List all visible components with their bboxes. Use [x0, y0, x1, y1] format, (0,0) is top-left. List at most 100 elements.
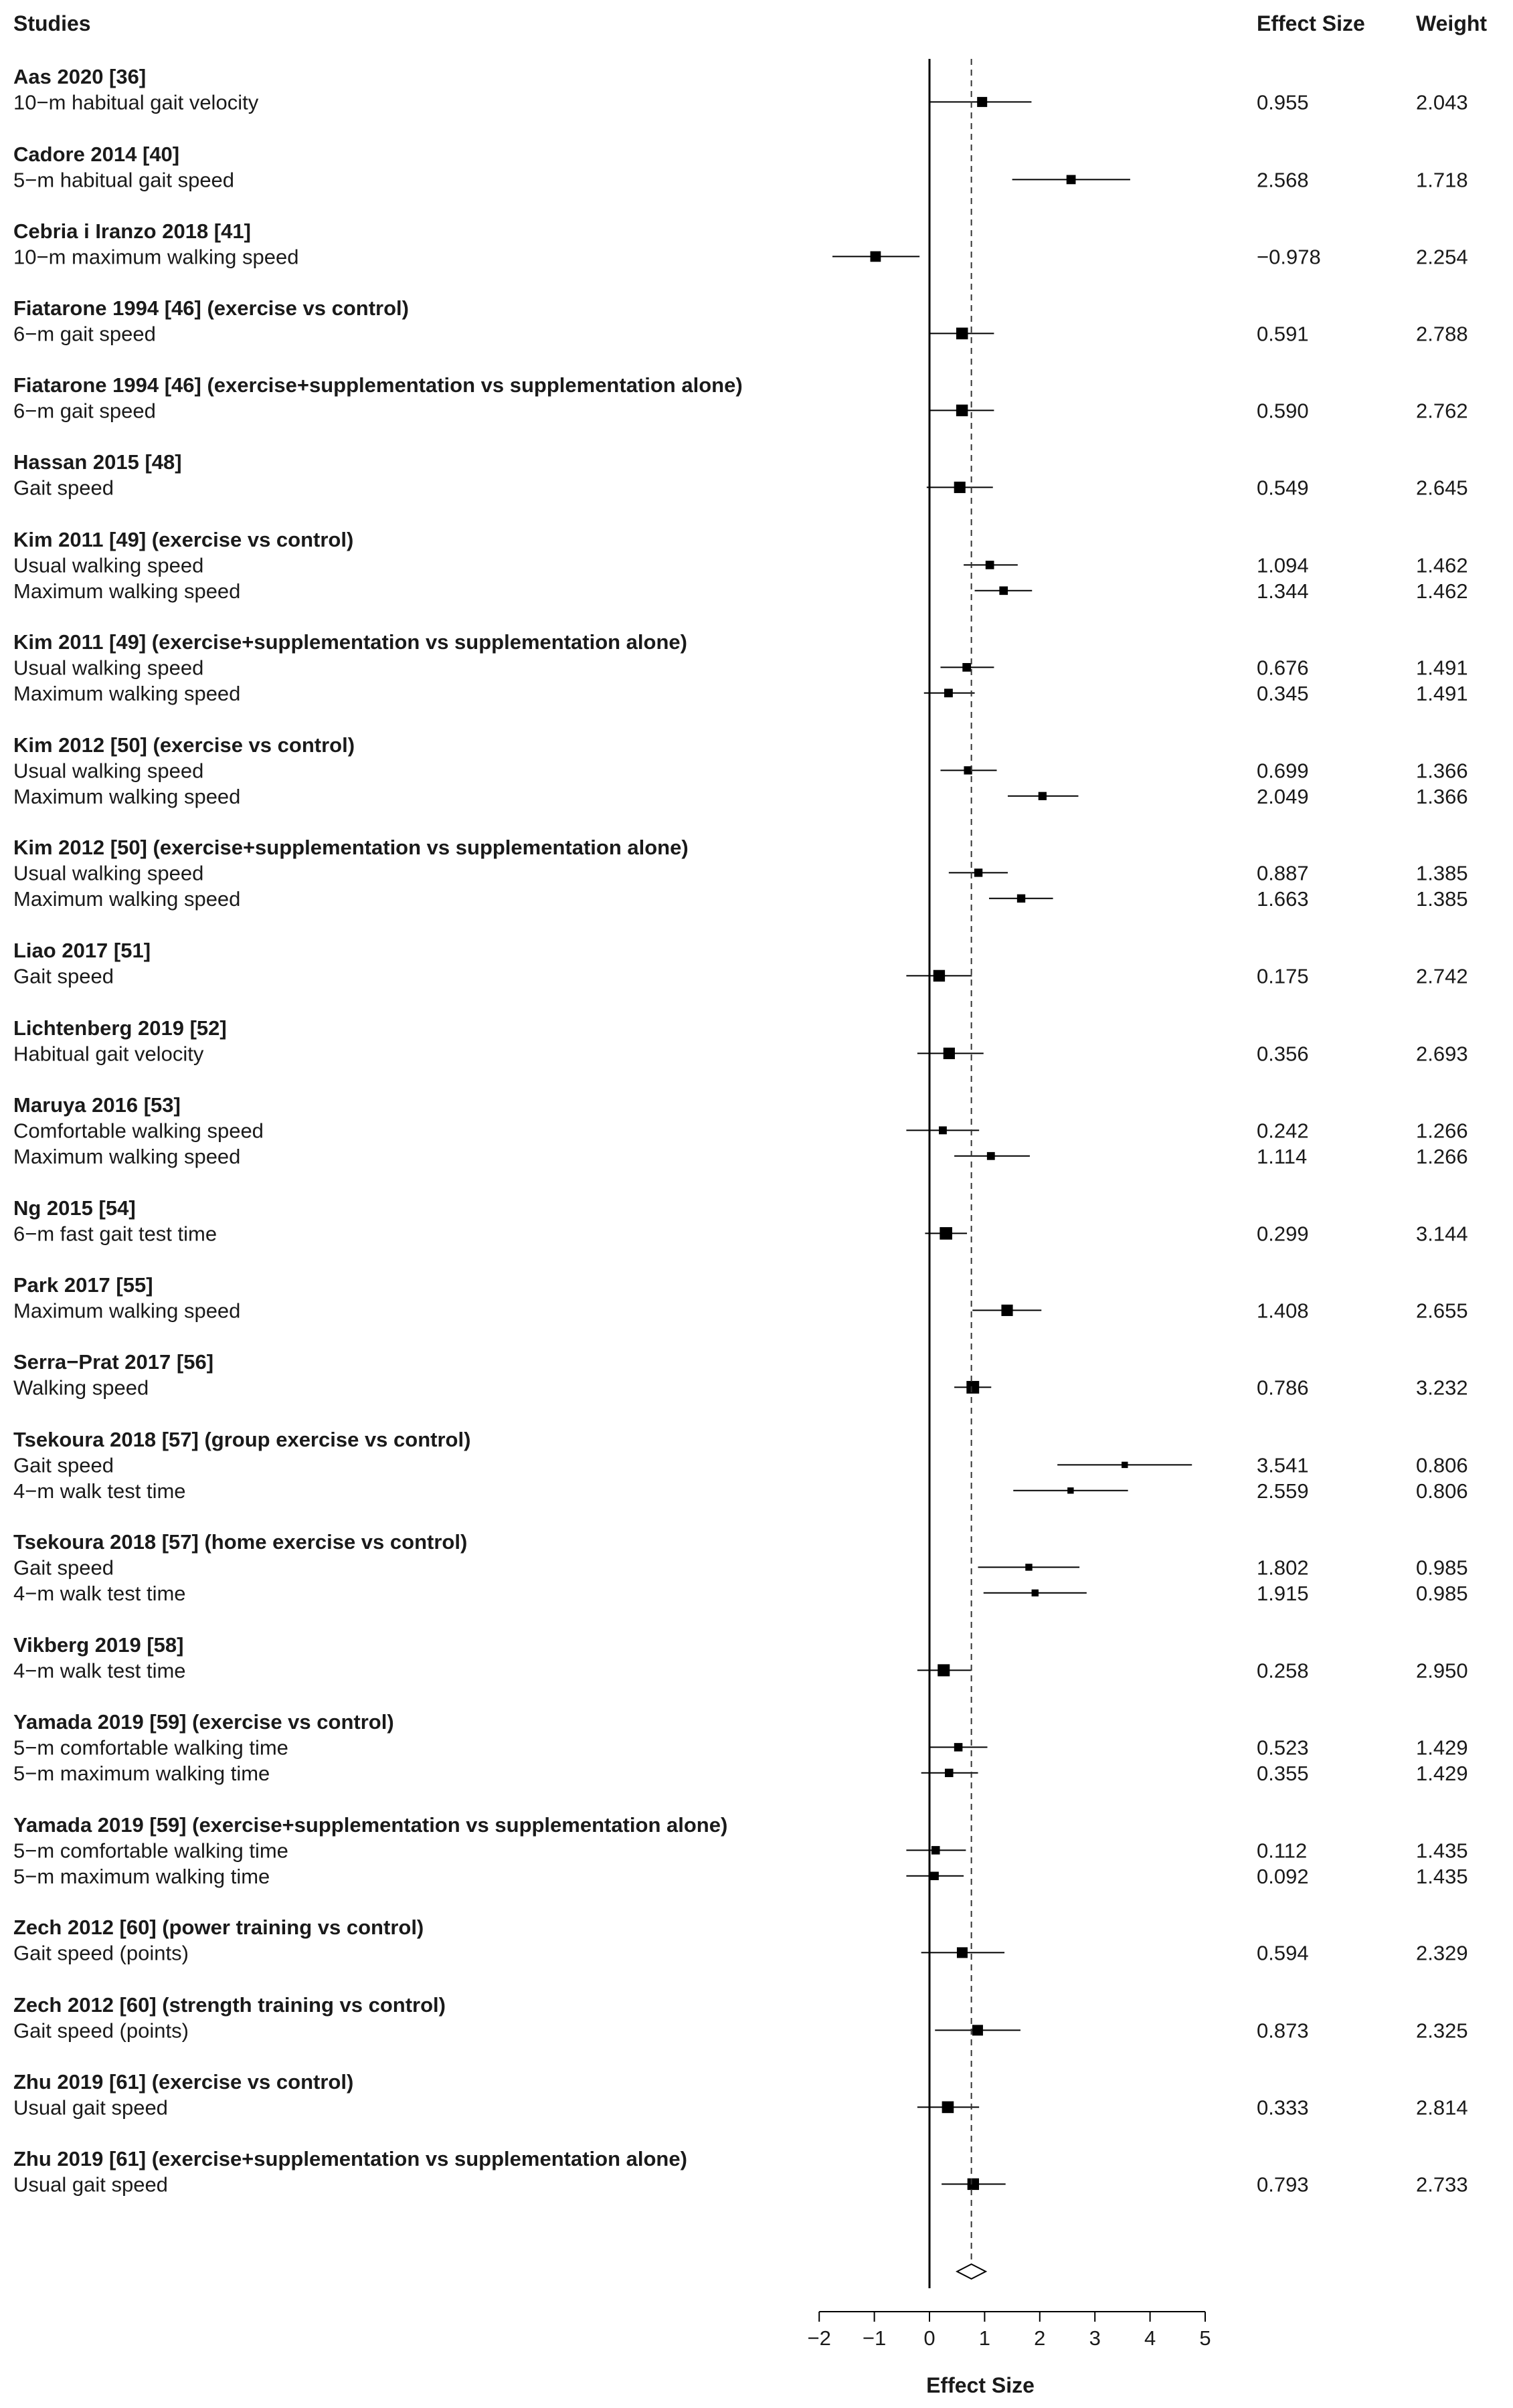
effect-marker [986, 1151, 995, 1160]
effect-size-value: 2.568 [1257, 168, 1309, 191]
effect-size-value: 1.344 [1257, 579, 1309, 603]
x-tick-label: 4 [1144, 2326, 1156, 2350]
outcome-label: Usual walking speed [13, 861, 203, 885]
effect-size-value: 1.094 [1257, 553, 1309, 577]
weight-value: 2.814 [1416, 2096, 1468, 2119]
x-tick-label: −2 [808, 2326, 831, 2350]
weight-value: 1.366 [1416, 785, 1468, 808]
outcome-label: 5−m comfortable walking time [13, 1839, 288, 1862]
effect-marker [938, 1664, 950, 1677]
effect-size-value: 0.355 [1257, 1762, 1309, 1785]
outcome-label: Gait speed (points) [13, 1941, 189, 1964]
outcome-label: 10−m habitual gait velocity [13, 90, 259, 114]
outcome-label: Usual walking speed [13, 553, 203, 577]
outcome-label: 5−m maximum walking time [13, 1865, 270, 1888]
weight-value: 1.491 [1416, 682, 1468, 705]
outcome-label: 10−m maximum walking speed [13, 245, 298, 268]
outcome-label: Maximum walking speed [13, 887, 240, 911]
x-axis: −2 −1 0 1 2 3 4 5 [808, 2311, 1211, 2350]
x-tick-label: 2 [1034, 2326, 1045, 2350]
outcome-label: 6−m gait speed [13, 399, 156, 422]
outcome-label: Usual walking speed [13, 656, 203, 679]
weight-value: 2.329 [1416, 1941, 1468, 1964]
effect-size-value: 2.049 [1257, 785, 1309, 808]
effect-marker [1066, 175, 1076, 185]
effect-size-value: 0.955 [1257, 90, 1309, 114]
header-studies: Studies [13, 11, 91, 35]
effect-marker [1038, 792, 1047, 800]
effect-marker [954, 1743, 963, 1752]
outcome-label: Maximum walking speed [13, 785, 240, 808]
x-tick-label: −1 [863, 2326, 886, 2350]
weight-value: 2.325 [1416, 2019, 1468, 2042]
effect-size-value: 1.663 [1257, 887, 1309, 911]
weight-value: 2.788 [1416, 322, 1468, 345]
weight-value: 1.462 [1416, 553, 1468, 577]
weight-value: 0.985 [1416, 1556, 1468, 1579]
study-label: Kim 2012 [50] (exercise vs control) [13, 733, 355, 757]
study-label: Aas 2020 [36] [13, 65, 146, 88]
effect-marker [939, 1126, 947, 1135]
effect-marker [942, 2101, 954, 2114]
effect-size-value: 0.242 [1257, 1119, 1309, 1142]
study-label: Zhu 2019 [61] (exercise vs control) [13, 2070, 353, 2094]
study-label: Lichtenberg 2019 [52] [13, 1016, 227, 1040]
weight-value: 1.385 [1416, 887, 1468, 911]
weight-value: 2.645 [1416, 476, 1468, 499]
weight-value: 1.429 [1416, 1736, 1468, 1759]
effect-marker [1025, 1564, 1033, 1571]
effect-size-value: 0.676 [1257, 656, 1309, 679]
x-tick-label: 1 [979, 2326, 990, 2350]
study-label: Yamada 2019 [59] (exercise vs control) [13, 1710, 394, 1734]
study-label: Kim 2011 [49] (exercise+supplementation … [13, 630, 687, 654]
outcome-label: Maximum walking speed [13, 1145, 240, 1168]
effect-marker [954, 481, 966, 493]
outcome-label: 6−m gait speed [13, 322, 156, 345]
outcome-label: Gait speed (points) [13, 2019, 189, 2042]
effect-size-value: 0.092 [1257, 1865, 1309, 1888]
weight-value: 0.806 [1416, 1453, 1468, 1477]
weight-value: 0.985 [1416, 1582, 1468, 1605]
study-label: Tsekoura 2018 [57] (group exercise vs co… [13, 1428, 470, 1451]
study-label: Vikberg 2019 [58] [13, 1633, 183, 1657]
outcome-label: 4−m walk test time [13, 1479, 186, 1503]
weight-value: 1.435 [1416, 1865, 1468, 1888]
weight-value: 2.655 [1416, 1299, 1468, 1322]
study-label: Fiatarone 1994 [46] (exercise+supplement… [13, 373, 743, 397]
effect-size-value: 0.549 [1257, 476, 1309, 499]
outcome-label: Gait speed [13, 1453, 114, 1477]
outcome-label: Usual walking speed [13, 759, 203, 782]
outcome-label: Maximum walking speed [13, 579, 240, 603]
study-label: Ng 2015 [54] [13, 1196, 136, 1220]
effect-size-value: 0.873 [1257, 2019, 1309, 2042]
weight-value: 2.254 [1416, 245, 1468, 268]
weight-value: 2.043 [1416, 90, 1468, 114]
weight-value: 1.435 [1416, 1839, 1468, 1862]
effect-size-value: 0.175 [1257, 964, 1309, 988]
effect-marker [940, 1227, 952, 1240]
weight-value: 3.232 [1416, 1376, 1468, 1399]
study-label: Maruya 2016 [53] [13, 1093, 181, 1117]
effect-marker [956, 327, 968, 340]
effect-size-value: 3.541 [1257, 1453, 1309, 1477]
effect-marker [966, 1380, 980, 1394]
weight-value: 2.693 [1416, 1042, 1468, 1065]
weight-value: 1.718 [1416, 168, 1468, 191]
study-label: Zech 2012 [60] (power training vs contro… [13, 1916, 424, 1939]
effect-size-value: 0.356 [1257, 1042, 1309, 1065]
weight-value: 1.366 [1416, 759, 1468, 782]
effect-size-value: 0.887 [1257, 861, 1309, 885]
weight-value: 2.762 [1416, 399, 1468, 422]
effect-size-value: 0.590 [1257, 399, 1309, 422]
study-label: Tsekoura 2018 [57] (home exercise vs con… [13, 1530, 467, 1554]
effect-size-value: 0.699 [1257, 759, 1309, 782]
outcome-label: Walking speed [13, 1376, 149, 1399]
outcome-label: Usual gait speed [13, 2096, 168, 2119]
effect-size-value: 0.793 [1257, 2172, 1309, 2196]
outcome-label: 4−m walk test time [13, 1659, 186, 1682]
header-weight: Weight [1416, 11, 1487, 35]
weight-value: 2.733 [1416, 2172, 1468, 2196]
effect-size-value: 1.114 [1257, 1145, 1307, 1168]
effect-marker [944, 688, 953, 698]
